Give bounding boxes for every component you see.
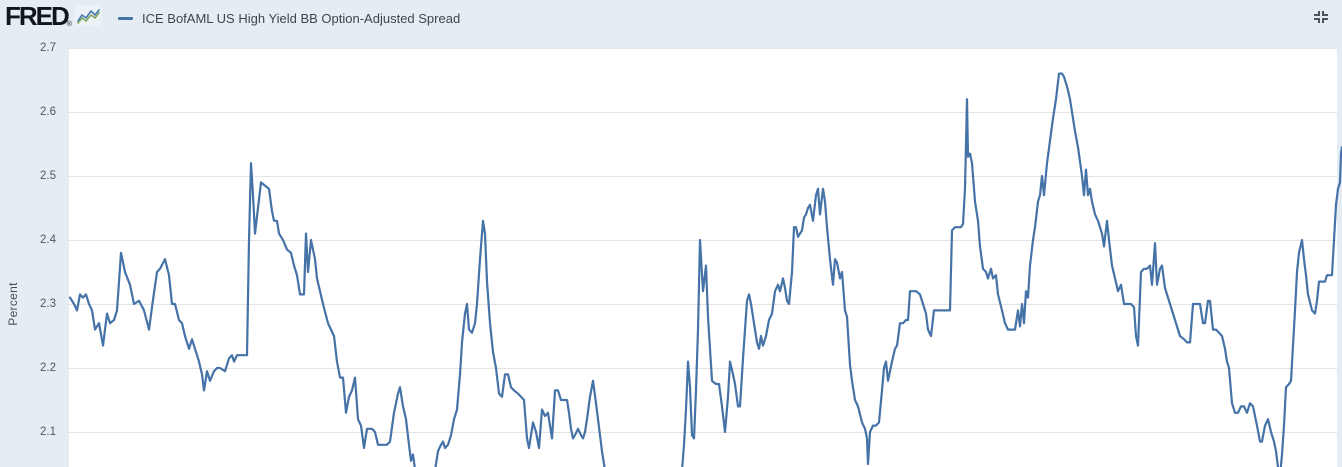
y-tick-label: 2.1 [40, 426, 56, 438]
fred-logo-graph-icon [74, 5, 102, 26]
gridline [69, 304, 1337, 305]
gridline [69, 240, 1337, 241]
legend: ICE BofAML US High Yield BB Option-Adjus… [118, 0, 460, 36]
series-line [68, 72, 1342, 467]
fullscreen-toggle-button[interactable] [1310, 8, 1332, 26]
fred-logo[interactable]: FRED ® [5, 3, 102, 29]
gridline [69, 368, 1337, 369]
compress-icon [1314, 11, 1328, 23]
legend-line-marker [118, 16, 133, 20]
y-tick-label: 2.5 [40, 170, 56, 182]
gridline [69, 48, 1337, 49]
y-tick-label: 2.6 [40, 106, 56, 118]
gridline [69, 432, 1337, 433]
gridline [69, 176, 1337, 177]
registered-trademark-symbol: ® [66, 21, 72, 28]
y-tick-label: 2.4 [40, 234, 56, 246]
plot-area[interactable] [69, 48, 1337, 467]
fred-logo-text: FRED [5, 1, 70, 31]
y-tick-label: 2.3 [40, 298, 56, 310]
gridline [69, 112, 1337, 113]
legend-series-label[interactable]: ICE BofAML US High Yield BB Option-Adjus… [142, 10, 461, 26]
chart-header: FRED ® ICE BofAML US High Yield BB Optio… [0, 0, 1342, 36]
y-tick-label: 2.7 [40, 42, 56, 54]
y-tick-label: 2.2 [40, 362, 56, 374]
